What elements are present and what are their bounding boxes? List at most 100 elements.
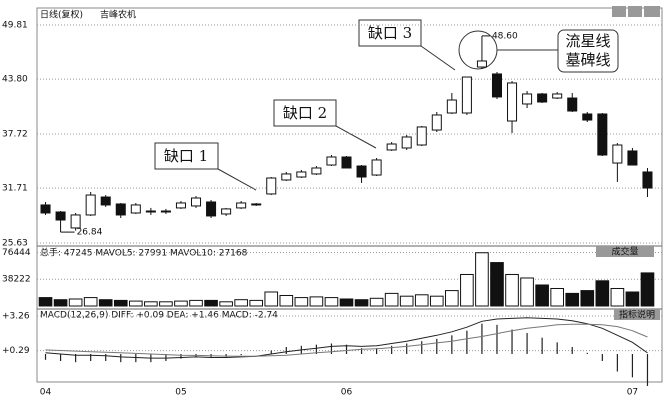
candle-body — [145, 210, 156, 213]
volume-bar — [520, 277, 534, 307]
macd-label: 指标说明 — [619, 309, 655, 321]
candle-body — [266, 177, 277, 195]
x-tick-label: 06 — [341, 388, 353, 398]
candle-body — [476, 60, 487, 68]
y-tick-label: 37.72 — [2, 130, 28, 140]
volume-bar — [354, 299, 369, 307]
candle-body — [281, 173, 292, 181]
y-tick-label: 38222 — [2, 275, 31, 285]
volume-bar — [399, 295, 414, 307]
x-tick-label: 07 — [627, 388, 638, 398]
toolbar-button[interactable] — [628, 6, 642, 17]
candle-body — [507, 82, 518, 122]
volume-bar — [98, 299, 113, 307]
volume-bar — [38, 297, 53, 307]
candle-body — [416, 126, 427, 146]
volume-button[interactable] — [596, 246, 654, 257]
candle-body — [251, 203, 262, 206]
candle-body — [567, 97, 578, 112]
candle-body — [642, 171, 653, 189]
volume-bar — [144, 301, 158, 307]
frame — [36, 7, 663, 383]
candle-body — [597, 113, 608, 156]
volume-bar — [414, 294, 429, 307]
candle-body — [85, 194, 96, 216]
candle-body — [206, 201, 217, 217]
y-tick-label: +3.26 — [2, 311, 30, 321]
candle-body — [356, 165, 367, 178]
volume-bar — [535, 284, 549, 307]
candle-body — [296, 171, 307, 178]
volume-bar — [565, 292, 580, 307]
volume-bar — [490, 262, 504, 307]
y-tick-label: 31.71 — [2, 184, 28, 194]
candle-body — [612, 144, 623, 164]
volume-bar — [369, 297, 384, 307]
toolbar-button[interactable] — [644, 6, 660, 17]
candle-body — [221, 208, 232, 215]
volume-bar — [83, 297, 98, 307]
annotation-box — [557, 29, 619, 73]
macd-title: MACD(12,26,9) DIFF: +0.09 DEA: +1.46 MAC… — [40, 311, 278, 321]
candle-body — [236, 202, 247, 209]
annotation-box — [358, 19, 422, 47]
volume-bar — [204, 299, 218, 307]
volume-bar — [625, 291, 640, 307]
volume-bar — [219, 301, 233, 307]
candle-body — [431, 114, 442, 131]
volume-bar — [294, 297, 309, 307]
candle-body — [371, 159, 382, 176]
volume-bar — [309, 296, 324, 307]
candle-body — [175, 202, 186, 209]
candle-body — [326, 156, 337, 166]
annotation-box — [154, 142, 219, 170]
macd-line — [45, 323, 648, 357]
volume-bar — [595, 280, 610, 307]
candle-body — [115, 203, 126, 216]
toolbar-button[interactable] — [612, 6, 626, 17]
high-label: 48.60 — [492, 31, 518, 41]
annotation: 缺口 2 — [283, 104, 327, 122]
candle-body — [341, 156, 352, 169]
candle-body — [130, 204, 141, 214]
x-tick-label: 05 — [175, 388, 186, 398]
volume-bar — [68, 298, 83, 307]
volume-bar — [475, 252, 489, 307]
candle-body — [461, 76, 472, 114]
candle-body — [522, 93, 533, 105]
candle-body — [537, 93, 548, 103]
volume-bar — [159, 301, 173, 307]
candle-body — [311, 167, 322, 175]
volume-bar — [339, 298, 354, 307]
volume-bar — [174, 300, 188, 307]
candle-body — [55, 211, 66, 221]
annotation: 缺口 1 — [164, 147, 208, 165]
volume-bar — [550, 287, 565, 307]
chart-title: 日线(复权) — [40, 9, 83, 21]
annotation-box — [273, 99, 337, 127]
annotation-pointer — [335, 125, 377, 149]
annotation-pointer — [217, 168, 257, 191]
annotation-pointer — [420, 45, 456, 71]
x-tick-label: 04 — [40, 388, 52, 398]
volume-bar — [445, 290, 459, 307]
volume-bar — [505, 273, 519, 307]
volume-bar — [279, 294, 294, 307]
volume-bar — [324, 297, 339, 307]
candle-body — [446, 99, 457, 114]
candle-body — [190, 197, 202, 207]
volume-bar — [429, 295, 444, 307]
candle-body — [160, 210, 171, 213]
candle-body — [401, 136, 412, 149]
y-tick-label: 25.63 — [2, 239, 28, 249]
volume-bar — [189, 299, 203, 307]
macd-button[interactable] — [614, 309, 660, 320]
candle-body — [552, 93, 563, 99]
volume-bar — [234, 299, 248, 307]
candle-body — [386, 143, 397, 151]
low-label: 26.84 — [77, 228, 103, 238]
y-tick-label: 43.80 — [2, 75, 28, 85]
volume-bar — [580, 290, 595, 307]
